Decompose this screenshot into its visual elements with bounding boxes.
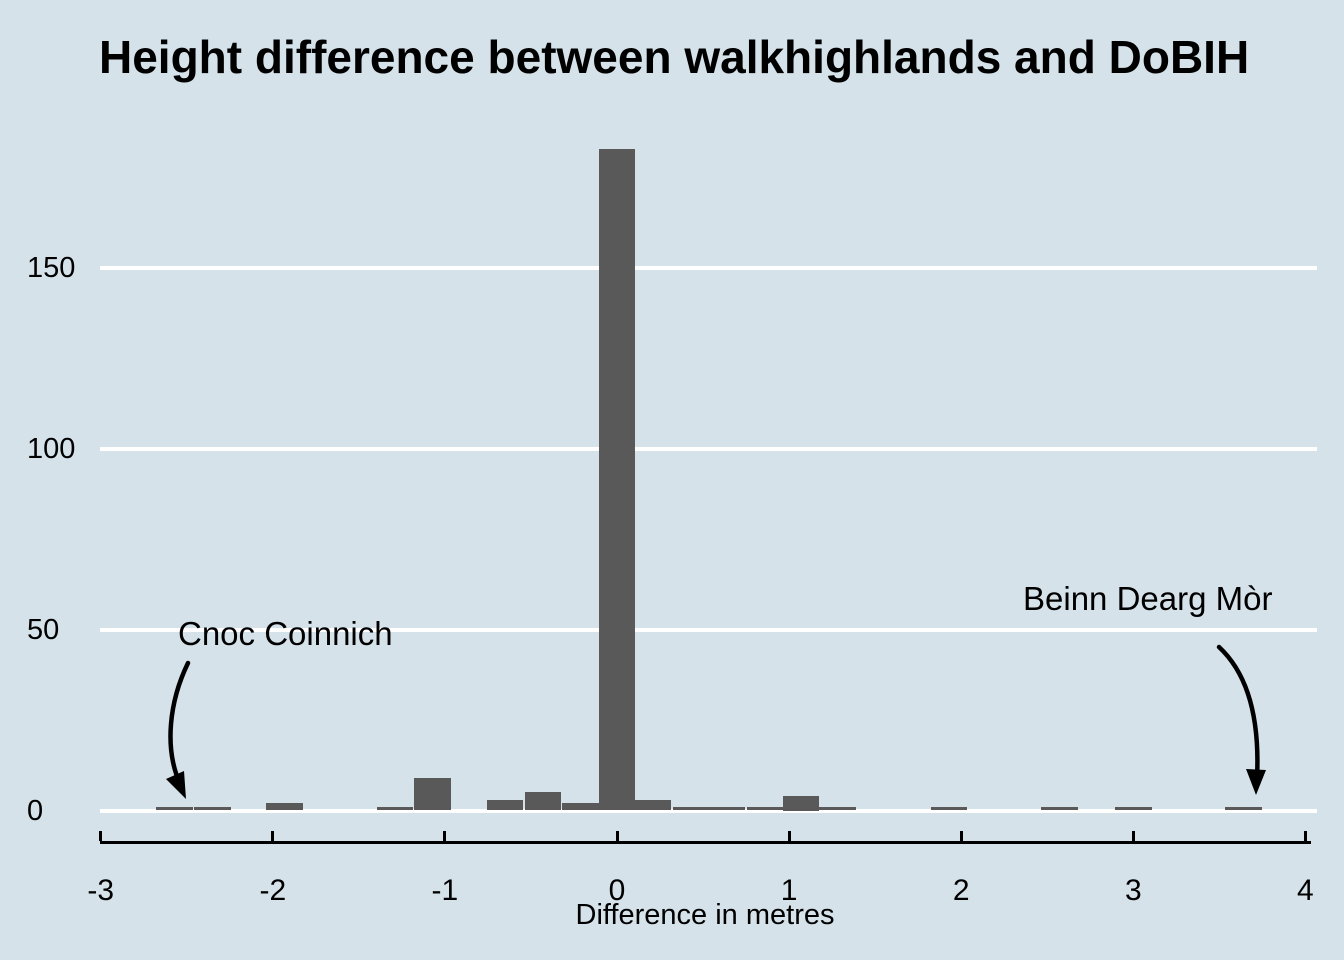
y-gridline: [100, 446, 1317, 451]
y-gridline: [100, 808, 1317, 813]
histogram-bar: [708, 806, 746, 811]
y-tick-label: 150: [27, 251, 76, 284]
histogram-bar: [746, 806, 784, 811]
x-tick-mark: [959, 831, 963, 841]
x-tick-mark: [443, 831, 447, 841]
histogram-bar: [414, 777, 452, 811]
histogram-bar: [930, 806, 968, 811]
x-tick-mark: [271, 831, 275, 841]
histogram-bar: [1040, 806, 1078, 811]
histogram-bar: [266, 803, 304, 811]
arrow-cnoc-coinnich: [168, 660, 191, 789]
x-tick-label: 0: [608, 874, 626, 907]
histogram-bar: [524, 792, 562, 811]
x-axis-line: [100, 841, 1311, 844]
annotation-cnoc-coinnich: Cnoc Coinnich: [178, 615, 393, 652]
x-tick-label: 3: [1124, 874, 1142, 907]
y-tick-label: 50: [27, 613, 60, 646]
histogram-bar: [782, 796, 820, 811]
histogram-bar: [672, 806, 710, 811]
histogram-bar: [156, 806, 194, 811]
x-tick-label: -3: [87, 874, 115, 907]
x-tick-label: 1: [780, 874, 798, 907]
histogram-bar: [818, 806, 856, 811]
arrowhead-cnoc-coinnich: [166, 771, 186, 799]
x-tick-mark: [787, 831, 791, 841]
x-tick-label: 4: [1297, 874, 1314, 907]
x-tick-label: 2: [952, 874, 970, 907]
histogram-bar: [376, 806, 414, 811]
arrowhead-beinn-dearg-mor: [1246, 769, 1266, 795]
x-tick-label: -1: [431, 874, 459, 907]
histogram-bar: [1225, 806, 1262, 811]
x-tick-mark: [1303, 831, 1307, 841]
x-axis-title: Difference in metres: [575, 899, 835, 931]
x-tick-label: -2: [259, 874, 287, 907]
x-tick-mark: [615, 831, 619, 841]
y-tick-label: 100: [27, 432, 76, 465]
histogram-bar: [562, 803, 600, 811]
x-tick-mark: [99, 831, 103, 841]
x-tick-mark: [1131, 831, 1135, 841]
y-gridline: [100, 265, 1317, 270]
y-gridline: [100, 627, 1317, 632]
histogram-bar: [598, 148, 636, 811]
histogram-bar: [194, 806, 231, 811]
histogram-bar: [1114, 806, 1152, 811]
histogram-bar: [634, 799, 672, 811]
y-tick-label: 0: [27, 794, 44, 827]
histogram-bar: [486, 799, 524, 811]
annotation-beinn-dearg-mor: Beinn Dearg Mòr: [1023, 580, 1273, 617]
arrow-beinn-dearg-mor: [1216, 644, 1260, 781]
chart-title: Height difference between walkhighlands …: [99, 31, 1250, 83]
